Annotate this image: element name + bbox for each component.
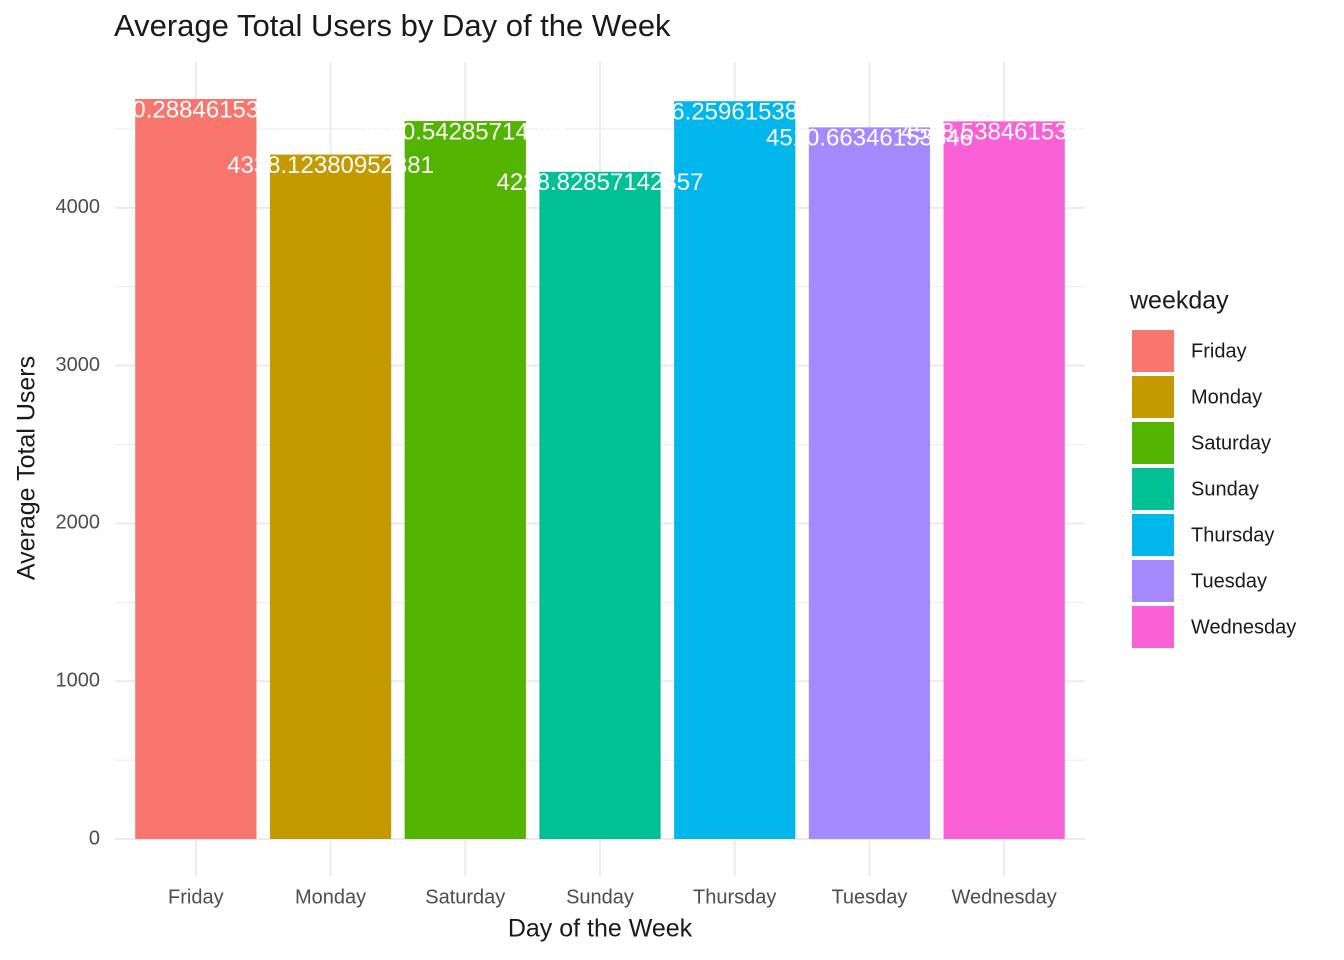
- legend-label: Sunday: [1191, 478, 1259, 500]
- chart-title: Average Total Users by Day of the Week: [114, 8, 671, 43]
- bar: [135, 98, 257, 840]
- legend-key: [1132, 422, 1174, 464]
- value-label: 4338.12380952381: [227, 152, 434, 179]
- x-tick-label: Sunday: [566, 886, 634, 908]
- legend-label: Tuesday: [1191, 570, 1267, 592]
- value-label: 4550.54285714286: [362, 118, 569, 145]
- bar: [404, 121, 526, 840]
- bar: [674, 101, 796, 840]
- legend-label: Wednesday: [1191, 616, 1296, 638]
- x-tick-label: Tuesday: [831, 886, 907, 908]
- value-label: 4510.66346153846: [766, 125, 973, 152]
- legend-key: [1132, 514, 1174, 556]
- y-tick-label: 4000: [56, 196, 101, 218]
- y-axis-title: Average Total Users: [13, 356, 41, 580]
- value-label: 4548.53846153846: [901, 119, 1108, 146]
- x-axis-title: Day of the Week: [508, 915, 693, 943]
- legend-key: [1132, 468, 1174, 510]
- legend-key: [1132, 560, 1174, 602]
- value-label: 4228.82857142857: [497, 169, 704, 196]
- bar: [269, 154, 392, 840]
- legend-key: [1132, 376, 1174, 418]
- y-tick-label: 0: [89, 827, 100, 849]
- x-tick-label: Thursday: [693, 886, 776, 908]
- y-tick-label: 2000: [56, 512, 101, 534]
- x-tick-label: Wednesday: [952, 886, 1057, 908]
- x-tick-label: Saturday: [425, 886, 505, 908]
- legend-label: Thursday: [1191, 524, 1274, 546]
- legend-label: Saturday: [1191, 432, 1271, 454]
- bar: [943, 121, 1065, 840]
- x-tick-label: Friday: [168, 886, 224, 908]
- legend-label: Friday: [1191, 340, 1247, 362]
- value-label: 4690.28846153846: [92, 96, 299, 123]
- value-label: 4676.25961538462: [631, 99, 838, 126]
- bar: [808, 127, 931, 840]
- legend-label: Monday: [1191, 386, 1262, 408]
- bar: [539, 171, 661, 840]
- x-tick-label: Monday: [295, 886, 366, 908]
- legend-title: weekday: [1129, 287, 1229, 315]
- legend-key: [1132, 606, 1174, 648]
- legend-key: [1132, 330, 1174, 372]
- y-tick-label: 3000: [56, 354, 101, 376]
- y-tick-label: 1000: [56, 670, 101, 692]
